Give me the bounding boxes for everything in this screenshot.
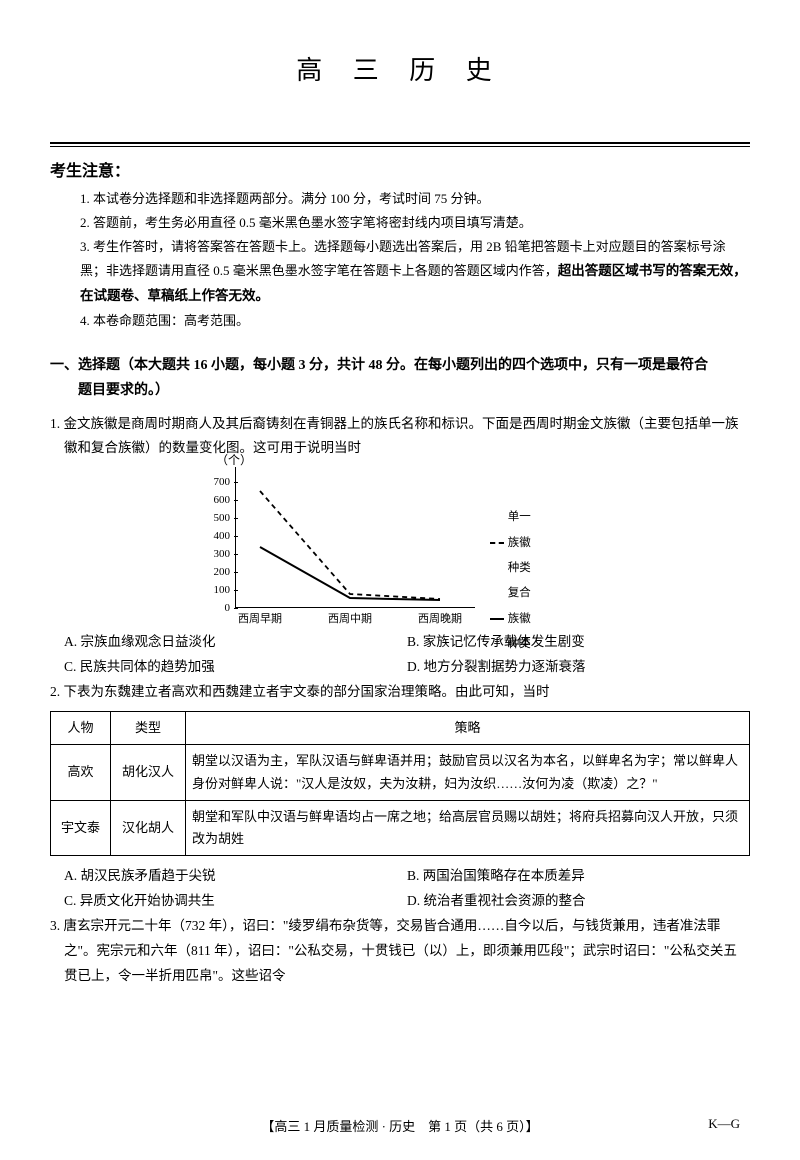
divider-thick	[50, 142, 750, 144]
notice-list: 1. 本试卷分选择题和非选择题两部分。满分 100 分，考试时间 75 分钟。 …	[50, 187, 750, 333]
chart: （个） 0 100 200 300 400 500 600 700 西周早期 西…	[50, 467, 750, 622]
choice-a: A. 宗族血缘观念日益淡化	[64, 630, 407, 655]
ytick: 600	[190, 494, 230, 506]
line-solid	[260, 547, 440, 600]
choice-c: C. 民族共同体的趋势加强	[64, 655, 407, 680]
ytick: 300	[190, 548, 230, 560]
footer-code: K—G	[708, 1116, 740, 1132]
notice-item-3: 3. 考生作答时，请将答案答在答题卡上。选择题每小题选出答案后，用 2B 铅笔把…	[80, 235, 750, 309]
chart-svg	[235, 467, 475, 608]
ytick: 200	[190, 566, 230, 578]
choice-b: B. 家族记忆传承载体发生剧变	[407, 630, 750, 655]
ytick: 400	[190, 530, 230, 542]
table-row: 高欢 胡化汉人 朝堂以汉语为主，军队汉语与鲜卑语并用；鼓励官员以汉名为本名，以鲜…	[51, 745, 750, 800]
th-person: 人物	[51, 712, 111, 745]
ytick: 0	[190, 602, 230, 614]
line-dashed	[260, 491, 440, 599]
xtick: 西周早期	[230, 610, 290, 626]
table-row: 宇文泰 汉化胡人 朝堂和军队中汉语与鲜卑语均占一席之地；给高层官员赐以胡姓；将府…	[51, 800, 750, 855]
th-policy: 策略	[186, 712, 750, 745]
question-1-text: 1. 金文族徽是商周时期商人及其后裔铸刻在青铜器上的族氏名称和标识。下面是西周时…	[50, 412, 750, 462]
choice-c: C. 异质文化开始协调共生	[64, 889, 407, 914]
footer-text: 【高三 1 月质量检测 · 历史 第 1 页（共 6 页）】	[261, 1119, 538, 1134]
question-2-choices: A. 胡汉民族矛盾趋于尖锐 B. 两国治国策略存在本质差异 C. 异质文化开始协…	[50, 864, 750, 914]
question-3: 3. 唐玄宗开元二十年（732 年），诏曰："绫罗绢布杂货等，交易皆合通用……自…	[50, 914, 750, 989]
notice-header: 考生注意：	[50, 157, 750, 181]
choice-b: B. 两国治国策略存在本质差异	[407, 864, 750, 889]
chart-ylabel: （个）	[216, 451, 252, 468]
question-1-choices: A. 宗族血缘观念日益淡化 B. 家族记忆传承载体发生剧变 C. 民族共同体的趋…	[50, 630, 750, 680]
table-header-row: 人物 类型 策略	[51, 712, 750, 745]
page-footer: 【高三 1 月质量检测 · 历史 第 1 页（共 6 页）】 K—G	[0, 1116, 800, 1135]
ytick: 700	[190, 476, 230, 488]
notice-item-4: 4. 本卷命题范围：高考范围。	[80, 309, 750, 333]
ytick: 100	[190, 584, 230, 596]
notice-item-2: 2. 答题前，考生务必用直径 0.5 毫米黑色墨水签字笔将密封线内项目填写清楚。	[80, 211, 750, 235]
legend-dashed: 单一族徽种类	[490, 505, 538, 581]
choice-d: D. 统治者重视社会资源的整合	[407, 889, 750, 914]
notice-item-1: 1. 本试卷分选择题和非选择题两部分。满分 100 分，考试时间 75 分钟。	[80, 187, 750, 211]
xtick: 西周晚期	[410, 610, 470, 626]
policy-table: 人物 类型 策略 高欢 胡化汉人 朝堂以汉语为主，军队汉语与鲜卑语并用；鼓励官员…	[50, 711, 750, 855]
question-1: 1. 金文族徽是商周时期商人及其后裔铸刻在青铜器上的族氏名称和标识。下面是西周时…	[50, 412, 750, 462]
choice-a: A. 胡汉民族矛盾趋于尖锐	[64, 864, 407, 889]
question-3-text: 3. 唐玄宗开元二十年（732 年），诏曰："绫罗绢布杂货等，交易皆合通用……自…	[50, 914, 750, 989]
choice-d: D. 地方分裂割据势力逐渐衰落	[407, 655, 750, 680]
page-title: 高 三 历 史	[50, 50, 750, 87]
divider-thin	[50, 146, 750, 147]
th-type: 类型	[111, 712, 186, 745]
question-2: 2. 下表为东魏建立者高欢和西魏建立者宇文泰的部分国家治理策略。由此可知，当时	[50, 680, 750, 705]
legend-solid: 复合族徽种类	[490, 581, 538, 657]
ytick: 500	[190, 512, 230, 524]
section-1-header: 一、选择题（本大题共 16 小题，每小题 3 分，共计 48 分。在每小题列出的…	[50, 353, 750, 403]
question-2-text: 2. 下表为东魏建立者高欢和西魏建立者宇文泰的部分国家治理策略。由此可知，当时	[50, 680, 750, 705]
chart-legend: 单一族徽种类 复合族徽种类	[490, 505, 538, 657]
xtick: 西周中期	[320, 610, 380, 626]
